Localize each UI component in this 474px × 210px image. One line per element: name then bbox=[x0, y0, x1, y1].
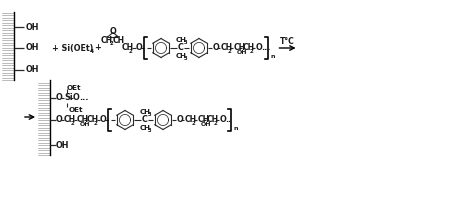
Text: 2: 2 bbox=[228, 49, 231, 54]
Text: O: O bbox=[176, 116, 183, 125]
Text: CH: CH bbox=[234, 43, 246, 52]
Text: OH: OH bbox=[80, 122, 91, 127]
Text: O: O bbox=[56, 116, 63, 125]
Text: Si: Si bbox=[64, 93, 73, 102]
Text: n: n bbox=[234, 126, 238, 131]
Text: 2: 2 bbox=[213, 121, 217, 126]
Text: 2: 2 bbox=[191, 121, 195, 126]
Text: OH: OH bbox=[26, 66, 39, 75]
Text: T°C: T°C bbox=[280, 37, 295, 46]
Text: CH: CH bbox=[198, 116, 210, 125]
Text: CH: CH bbox=[101, 36, 113, 45]
Text: 3: 3 bbox=[184, 40, 187, 45]
Text: OH: OH bbox=[26, 22, 39, 32]
Text: 3: 3 bbox=[148, 112, 151, 117]
Text: +: + bbox=[94, 43, 101, 52]
Text: CH: CH bbox=[87, 116, 99, 125]
Text: O: O bbox=[255, 43, 262, 52]
Text: CH: CH bbox=[139, 109, 150, 115]
Text: 2: 2 bbox=[129, 49, 133, 54]
Text: O: O bbox=[219, 116, 226, 125]
Text: CH: CH bbox=[220, 43, 233, 52]
Text: 2: 2 bbox=[109, 41, 113, 46]
Text: 3: 3 bbox=[184, 55, 187, 60]
Text: OH: OH bbox=[201, 122, 211, 127]
Text: CH: CH bbox=[77, 116, 89, 125]
Text: 3: 3 bbox=[148, 128, 151, 133]
Text: n: n bbox=[271, 55, 275, 59]
Text: + Si(OEt): + Si(OEt) bbox=[52, 43, 93, 52]
Text: CH: CH bbox=[175, 37, 186, 43]
Text: OH: OH bbox=[26, 43, 39, 52]
Text: ..: .. bbox=[226, 116, 232, 125]
Text: CH: CH bbox=[207, 116, 219, 125]
Text: C: C bbox=[178, 43, 184, 52]
Text: 4: 4 bbox=[90, 49, 94, 54]
Text: OH: OH bbox=[56, 140, 70, 150]
Text: CH: CH bbox=[139, 125, 150, 131]
Text: ...: ... bbox=[79, 93, 88, 102]
Text: O: O bbox=[56, 93, 63, 102]
Text: OH: OH bbox=[237, 50, 247, 55]
Text: 2: 2 bbox=[94, 121, 98, 126]
Text: O: O bbox=[212, 43, 219, 52]
Text: C: C bbox=[142, 116, 148, 125]
Text: OEt: OEt bbox=[67, 85, 82, 91]
Text: CH: CH bbox=[175, 53, 186, 59]
Text: O: O bbox=[109, 27, 117, 36]
Text: CH: CH bbox=[122, 43, 134, 52]
Text: CH: CH bbox=[64, 116, 76, 125]
Text: CH: CH bbox=[243, 43, 255, 52]
Text: ...: ... bbox=[262, 43, 271, 52]
Text: O: O bbox=[100, 116, 107, 125]
Text: O: O bbox=[136, 43, 143, 52]
Text: CH: CH bbox=[113, 36, 125, 45]
Text: 2: 2 bbox=[249, 49, 253, 54]
Text: 2: 2 bbox=[71, 121, 75, 126]
Text: OEt: OEt bbox=[69, 107, 83, 113]
Text: O: O bbox=[73, 93, 80, 102]
Text: CH: CH bbox=[184, 116, 197, 125]
